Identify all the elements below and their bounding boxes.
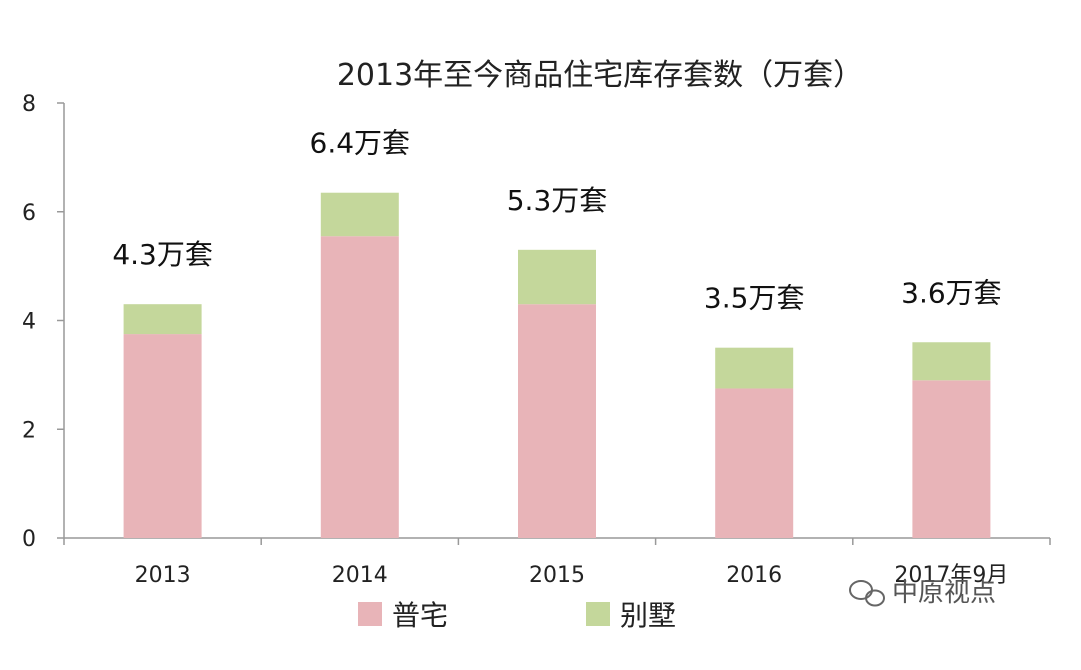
legend-label-bieshu: 别墅 bbox=[620, 599, 676, 632]
x-tick-label: 2015 bbox=[529, 563, 585, 588]
total-data-label: 3.5万套 bbox=[704, 282, 805, 315]
x-tick-label: 2013 bbox=[135, 563, 191, 588]
total-data-label: 5.3万套 bbox=[507, 184, 608, 217]
wechat-icon bbox=[849, 580, 885, 607]
chart-title: 2013年至今商品住宅库存套数（万套） bbox=[337, 58, 863, 93]
total-data-label: 6.4万套 bbox=[310, 127, 411, 160]
bar-bieshu-3 bbox=[715, 347, 794, 389]
watermark: 中原视点 bbox=[849, 578, 996, 608]
total-data-label: 3.6万套 bbox=[901, 276, 1002, 309]
data-labels-group: 4.3万套 6.4万套 5.3万套 3.5万套 3.6万套 bbox=[112, 127, 1001, 315]
y-tick-label: 4 bbox=[22, 310, 36, 335]
bar-putong-4 bbox=[912, 380, 991, 538]
x-tick-label: 2017年9月 bbox=[894, 563, 1008, 588]
bar-putong-2 bbox=[518, 304, 596, 538]
total-data-label: 4.3万套 bbox=[112, 238, 213, 271]
y-tick-group: 0 2 4 6 8 bbox=[22, 92, 64, 552]
legend-label-putong: 普宅 bbox=[392, 599, 448, 632]
y-tick-label: 8 bbox=[22, 92, 36, 117]
bar-bieshu-2 bbox=[518, 249, 596, 305]
legend-swatch-bieshu bbox=[586, 602, 610, 626]
bar-bieshu-0 bbox=[123, 304, 202, 335]
legend-swatch-putong bbox=[358, 602, 382, 626]
x-tick-group: 2013 2014 2015 2016 2017年9月 bbox=[63, 538, 1051, 588]
bar-bieshu-1 bbox=[320, 192, 399, 237]
bar-bieshu-4 bbox=[912, 342, 991, 381]
x-tick-label: 2014 bbox=[332, 563, 388, 588]
y-tick-label: 2 bbox=[22, 418, 36, 443]
y-tick-label: 0 bbox=[22, 527, 36, 552]
bar-putong-1 bbox=[320, 236, 399, 538]
bar-putong-0 bbox=[123, 334, 202, 538]
x-tick-label: 2016 bbox=[726, 563, 782, 588]
bars-group bbox=[123, 192, 991, 538]
bar-putong-3 bbox=[715, 388, 794, 538]
legend: 普宅 别墅 bbox=[358, 599, 676, 632]
watermark-text: 中原视点 bbox=[892, 578, 996, 608]
y-tick-label: 6 bbox=[22, 201, 36, 226]
